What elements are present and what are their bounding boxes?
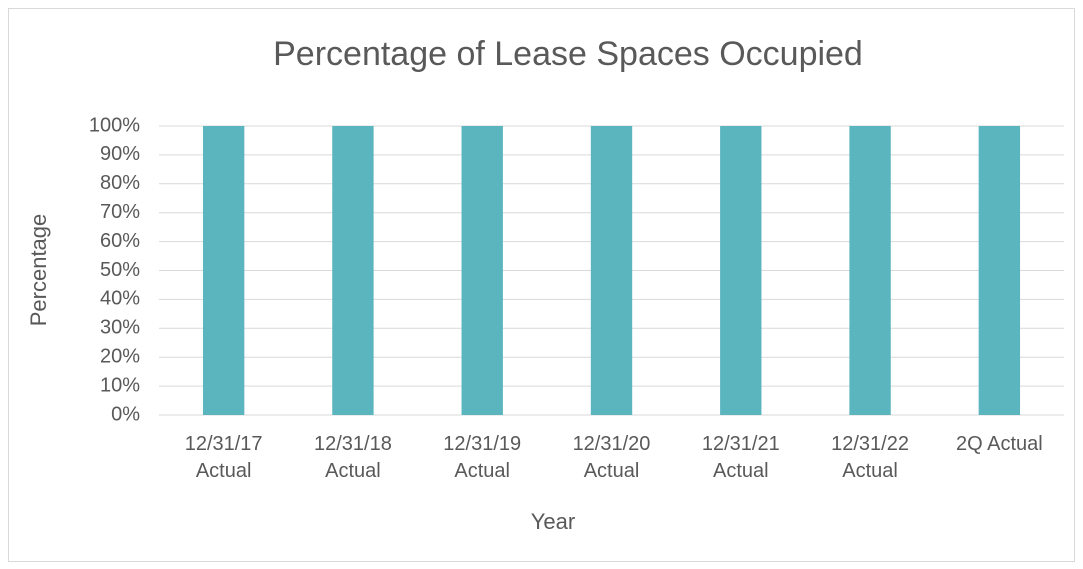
x-tick-label: 12/31/21 Actual xyxy=(701,433,780,482)
bar xyxy=(978,126,1021,415)
chart-border xyxy=(8,8,1075,562)
x-tick-label: 12/31/17 Actual xyxy=(184,433,263,482)
y-axis-label: Percentage xyxy=(26,214,51,327)
y-tick-label: 50% xyxy=(100,259,140,281)
y-tick-label: 80% xyxy=(100,172,140,194)
y-tick-label: 0% xyxy=(111,403,140,425)
x-tick-label: 12/31/19 Actual xyxy=(443,433,522,482)
x-tick-label: 2Q Actual xyxy=(955,433,1043,455)
y-tick-label: 60% xyxy=(100,230,140,252)
bar xyxy=(590,126,633,415)
bar xyxy=(202,126,245,415)
y-tick-label: 100% xyxy=(89,114,140,136)
bar xyxy=(849,126,891,415)
x-axis-label: Year xyxy=(531,509,575,534)
bar xyxy=(332,126,374,415)
y-tick-label: 20% xyxy=(100,345,140,367)
y-tick-label: 40% xyxy=(100,288,140,310)
y-tick-label: 30% xyxy=(100,317,140,339)
chart-title: Percentage of Lease Spaces Occupied xyxy=(273,35,863,73)
y-tick-label: 10% xyxy=(100,374,140,396)
y-tick-label: 70% xyxy=(100,201,140,223)
x-tick-label: 12/31/20 Actual xyxy=(572,433,651,482)
x-tick-label: 12/31/22 Actual xyxy=(831,433,909,482)
bar xyxy=(720,126,762,415)
bar xyxy=(461,126,503,415)
y-tick-label: 90% xyxy=(100,143,140,165)
x-tick-label: 12/31/18 Actual xyxy=(313,433,392,482)
